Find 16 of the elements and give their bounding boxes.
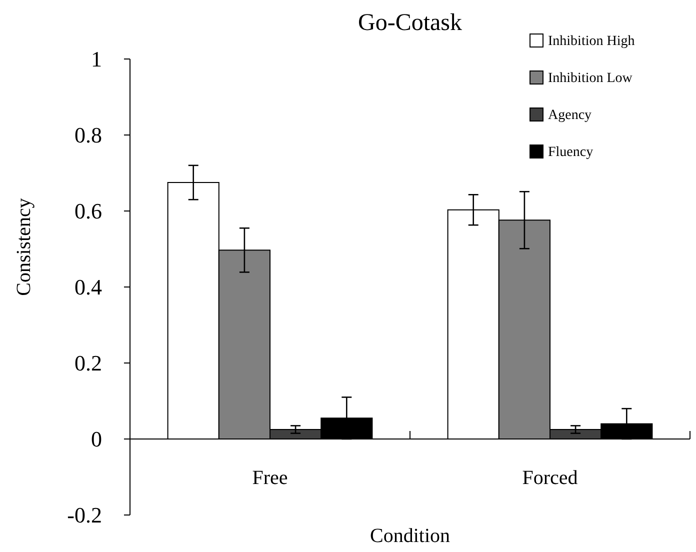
y-tick-label: -0.2	[67, 502, 102, 528]
legend-label: Inhibition Low	[548, 70, 634, 86]
x-axis-title: Condition	[370, 525, 450, 547]
chart-title: Go-Cotask	[358, 10, 462, 36]
y-tick-label: 1	[91, 46, 102, 72]
y-tick-label: 0.8	[74, 122, 102, 148]
legend-label: Fluency	[548, 144, 594, 160]
y-tick-label: 0.2	[74, 350, 102, 376]
y-tick-label: 0.4	[74, 274, 102, 300]
legend-label: Agency	[548, 108, 592, 123]
legend-label: Inhibition High	[548, 34, 635, 49]
y-tick-label: 0	[91, 426, 102, 452]
y-axis-title: Consistency	[13, 198, 35, 296]
x-tick-label: Free	[252, 467, 288, 489]
x-tick-label: Forced	[522, 467, 578, 489]
y-tick-label: 0.6	[74, 198, 102, 224]
